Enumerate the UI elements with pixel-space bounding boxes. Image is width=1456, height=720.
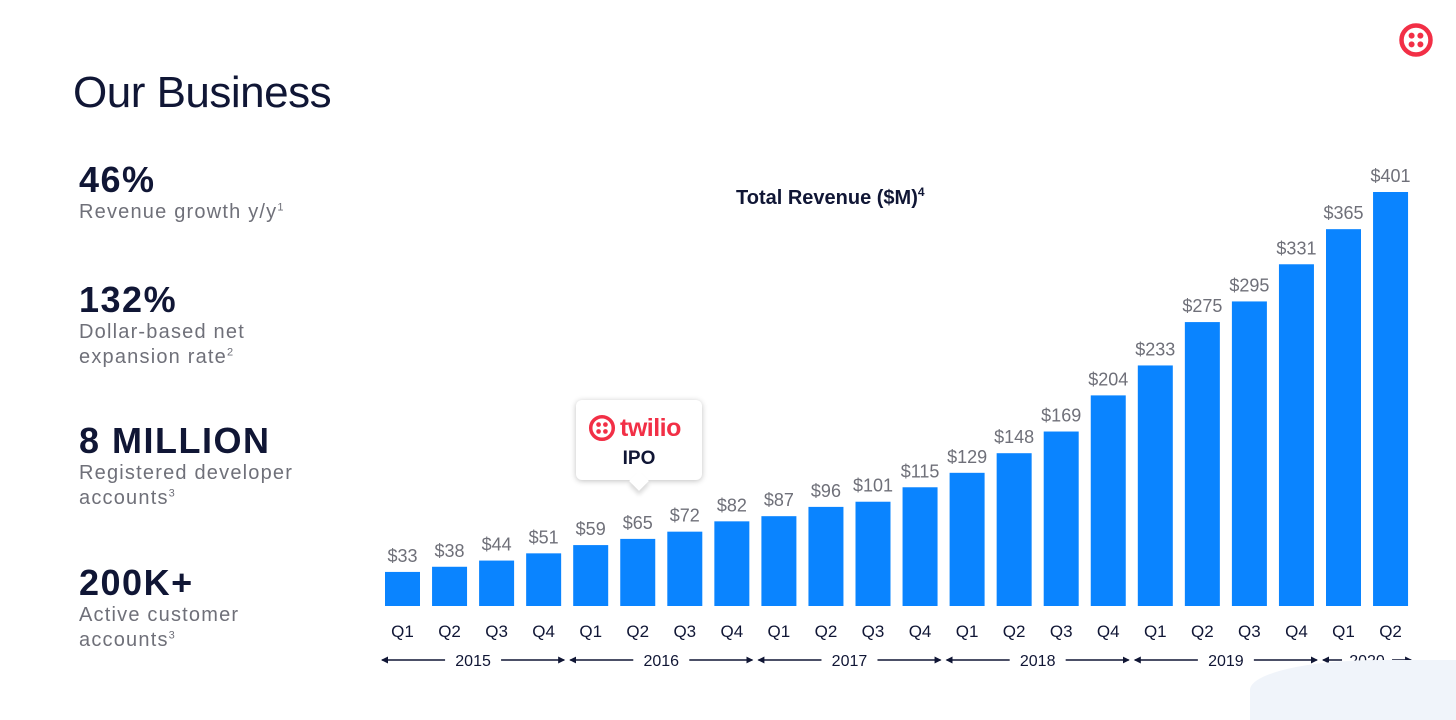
x-tick-label: Q1 <box>1332 622 1355 641</box>
bar-value-label: $44 <box>482 535 512 555</box>
x-tick-label: Q1 <box>579 622 602 641</box>
x-tick-label: Q2 <box>1003 622 1026 641</box>
x-tick-label: Q2 <box>438 622 461 641</box>
callout-brand-name: twilio <box>620 414 681 442</box>
bar <box>1278 264 1314 606</box>
x-tick-label: Q4 <box>1097 622 1120 641</box>
x-tick-label: Q1 <box>391 622 414 641</box>
stat-value: 132% <box>79 279 178 320</box>
chart-title: Total Revenue ($M)4 <box>736 185 925 209</box>
bar <box>1373 192 1409 606</box>
x-tick-label: Q1 <box>1144 622 1167 641</box>
bar-value-label: $51 <box>529 527 559 547</box>
bar-value-label: $59 <box>576 519 606 539</box>
bar <box>385 571 420 606</box>
year-label: 2019 <box>1208 653 1244 670</box>
bar-value-label: $33 <box>387 546 417 566</box>
x-tick-label: Q2 <box>815 622 838 641</box>
x-tick-label: Q3 <box>862 622 885 641</box>
bar <box>432 566 468 606</box>
page-title: Our Business <box>73 68 332 117</box>
bar <box>902 487 938 606</box>
x-tick-label: Q1 <box>768 622 791 641</box>
x-tick-label: Q1 <box>956 622 979 641</box>
x-tick-label: Q4 <box>721 622 744 641</box>
bar-value-label: $295 <box>1229 275 1269 295</box>
stat-net-expansion: 132% Dollar-based net expansion rate2 <box>79 280 339 370</box>
bar <box>479 560 515 606</box>
bar-value-label: $101 <box>853 476 893 496</box>
bar-value-label: $87 <box>764 490 794 510</box>
bar-value-label: $233 <box>1135 339 1175 359</box>
stat-label: Revenue growth y/y1 <box>79 201 284 223</box>
x-tick-label: Q4 <box>909 622 932 641</box>
bar <box>1184 322 1220 606</box>
stat-value: 200K+ <box>79 562 194 603</box>
bar-value-label: $169 <box>1041 406 1081 426</box>
bar <box>714 521 750 606</box>
bar <box>949 472 985 606</box>
bar <box>1137 365 1173 606</box>
bar-value-label: $275 <box>1182 296 1222 316</box>
bar <box>996 453 1032 606</box>
bar-value-label: $401 <box>1371 166 1411 186</box>
bar <box>761 516 797 606</box>
bar-value-label: $82 <box>717 495 747 515</box>
callout-brand: twilio <box>588 414 681 442</box>
bar-value-label: $331 <box>1276 238 1316 258</box>
stat-label: Registered developer accounts3 <box>79 462 294 509</box>
x-tick-label: Q3 <box>485 622 508 641</box>
x-tick-label: Q3 <box>1238 622 1261 641</box>
revenue-bar-chart: Total Revenue ($M)4 $33 Q1 $38 Q2 $44 Q3 $51 Q4… <box>381 166 1413 670</box>
stat-label: Active customer accounts3 <box>79 604 240 651</box>
bar-value-label: $115 <box>901 461 940 481</box>
ipo-callout: twilio IPO <box>576 400 702 480</box>
bar-value-label: $365 <box>1323 203 1363 223</box>
bar <box>1090 395 1126 606</box>
bar <box>620 538 656 606</box>
bar-value-label: $72 <box>670 506 700 526</box>
bar-value-label: $204 <box>1088 369 1128 389</box>
bar-value-label: $65 <box>623 513 653 533</box>
stat-value: 46% <box>79 159 156 200</box>
x-tick-label: Q4 <box>532 622 555 641</box>
bar <box>1043 431 1079 606</box>
year-label: 2016 <box>643 653 679 670</box>
year-label: 2018 <box>1020 653 1056 670</box>
stat-customer-accounts: 200K+ Active customer accounts3 <box>79 563 339 653</box>
bar-value-label: $129 <box>947 447 987 467</box>
bar <box>573 545 609 606</box>
bar-value-label: $38 <box>435 541 465 561</box>
x-tick-label: Q2 <box>1379 622 1402 641</box>
x-tick-label: Q2 <box>1191 622 1214 641</box>
bar <box>808 506 844 606</box>
year-label: 2015 <box>455 653 491 670</box>
stat-label: Dollar-based net expansion rate2 <box>79 321 245 368</box>
stat-value: 8 MILLION <box>79 420 271 461</box>
stat-developer-accounts: 8 MILLION Registered developer accounts3 <box>79 421 339 511</box>
x-tick-label: Q3 <box>673 622 696 641</box>
bar <box>1231 301 1267 606</box>
year-label: 2017 <box>832 653 868 670</box>
x-tick-label: Q3 <box>1050 622 1073 641</box>
twilio-logo-icon <box>588 414 616 442</box>
callout-text: IPO <box>622 448 656 469</box>
bar <box>526 553 562 606</box>
bar <box>667 531 703 606</box>
bar-value-label: $148 <box>994 427 1034 447</box>
bar <box>855 501 891 606</box>
twilio-logo-icon <box>1399 23 1433 57</box>
bar <box>1326 229 1361 606</box>
x-tick-label: Q2 <box>626 622 649 641</box>
x-tick-label: Q4 <box>1285 622 1308 641</box>
stat-revenue-growth: 46% Revenue growth y/y1 <box>79 160 339 225</box>
bar-value-label: $96 <box>811 481 841 501</box>
